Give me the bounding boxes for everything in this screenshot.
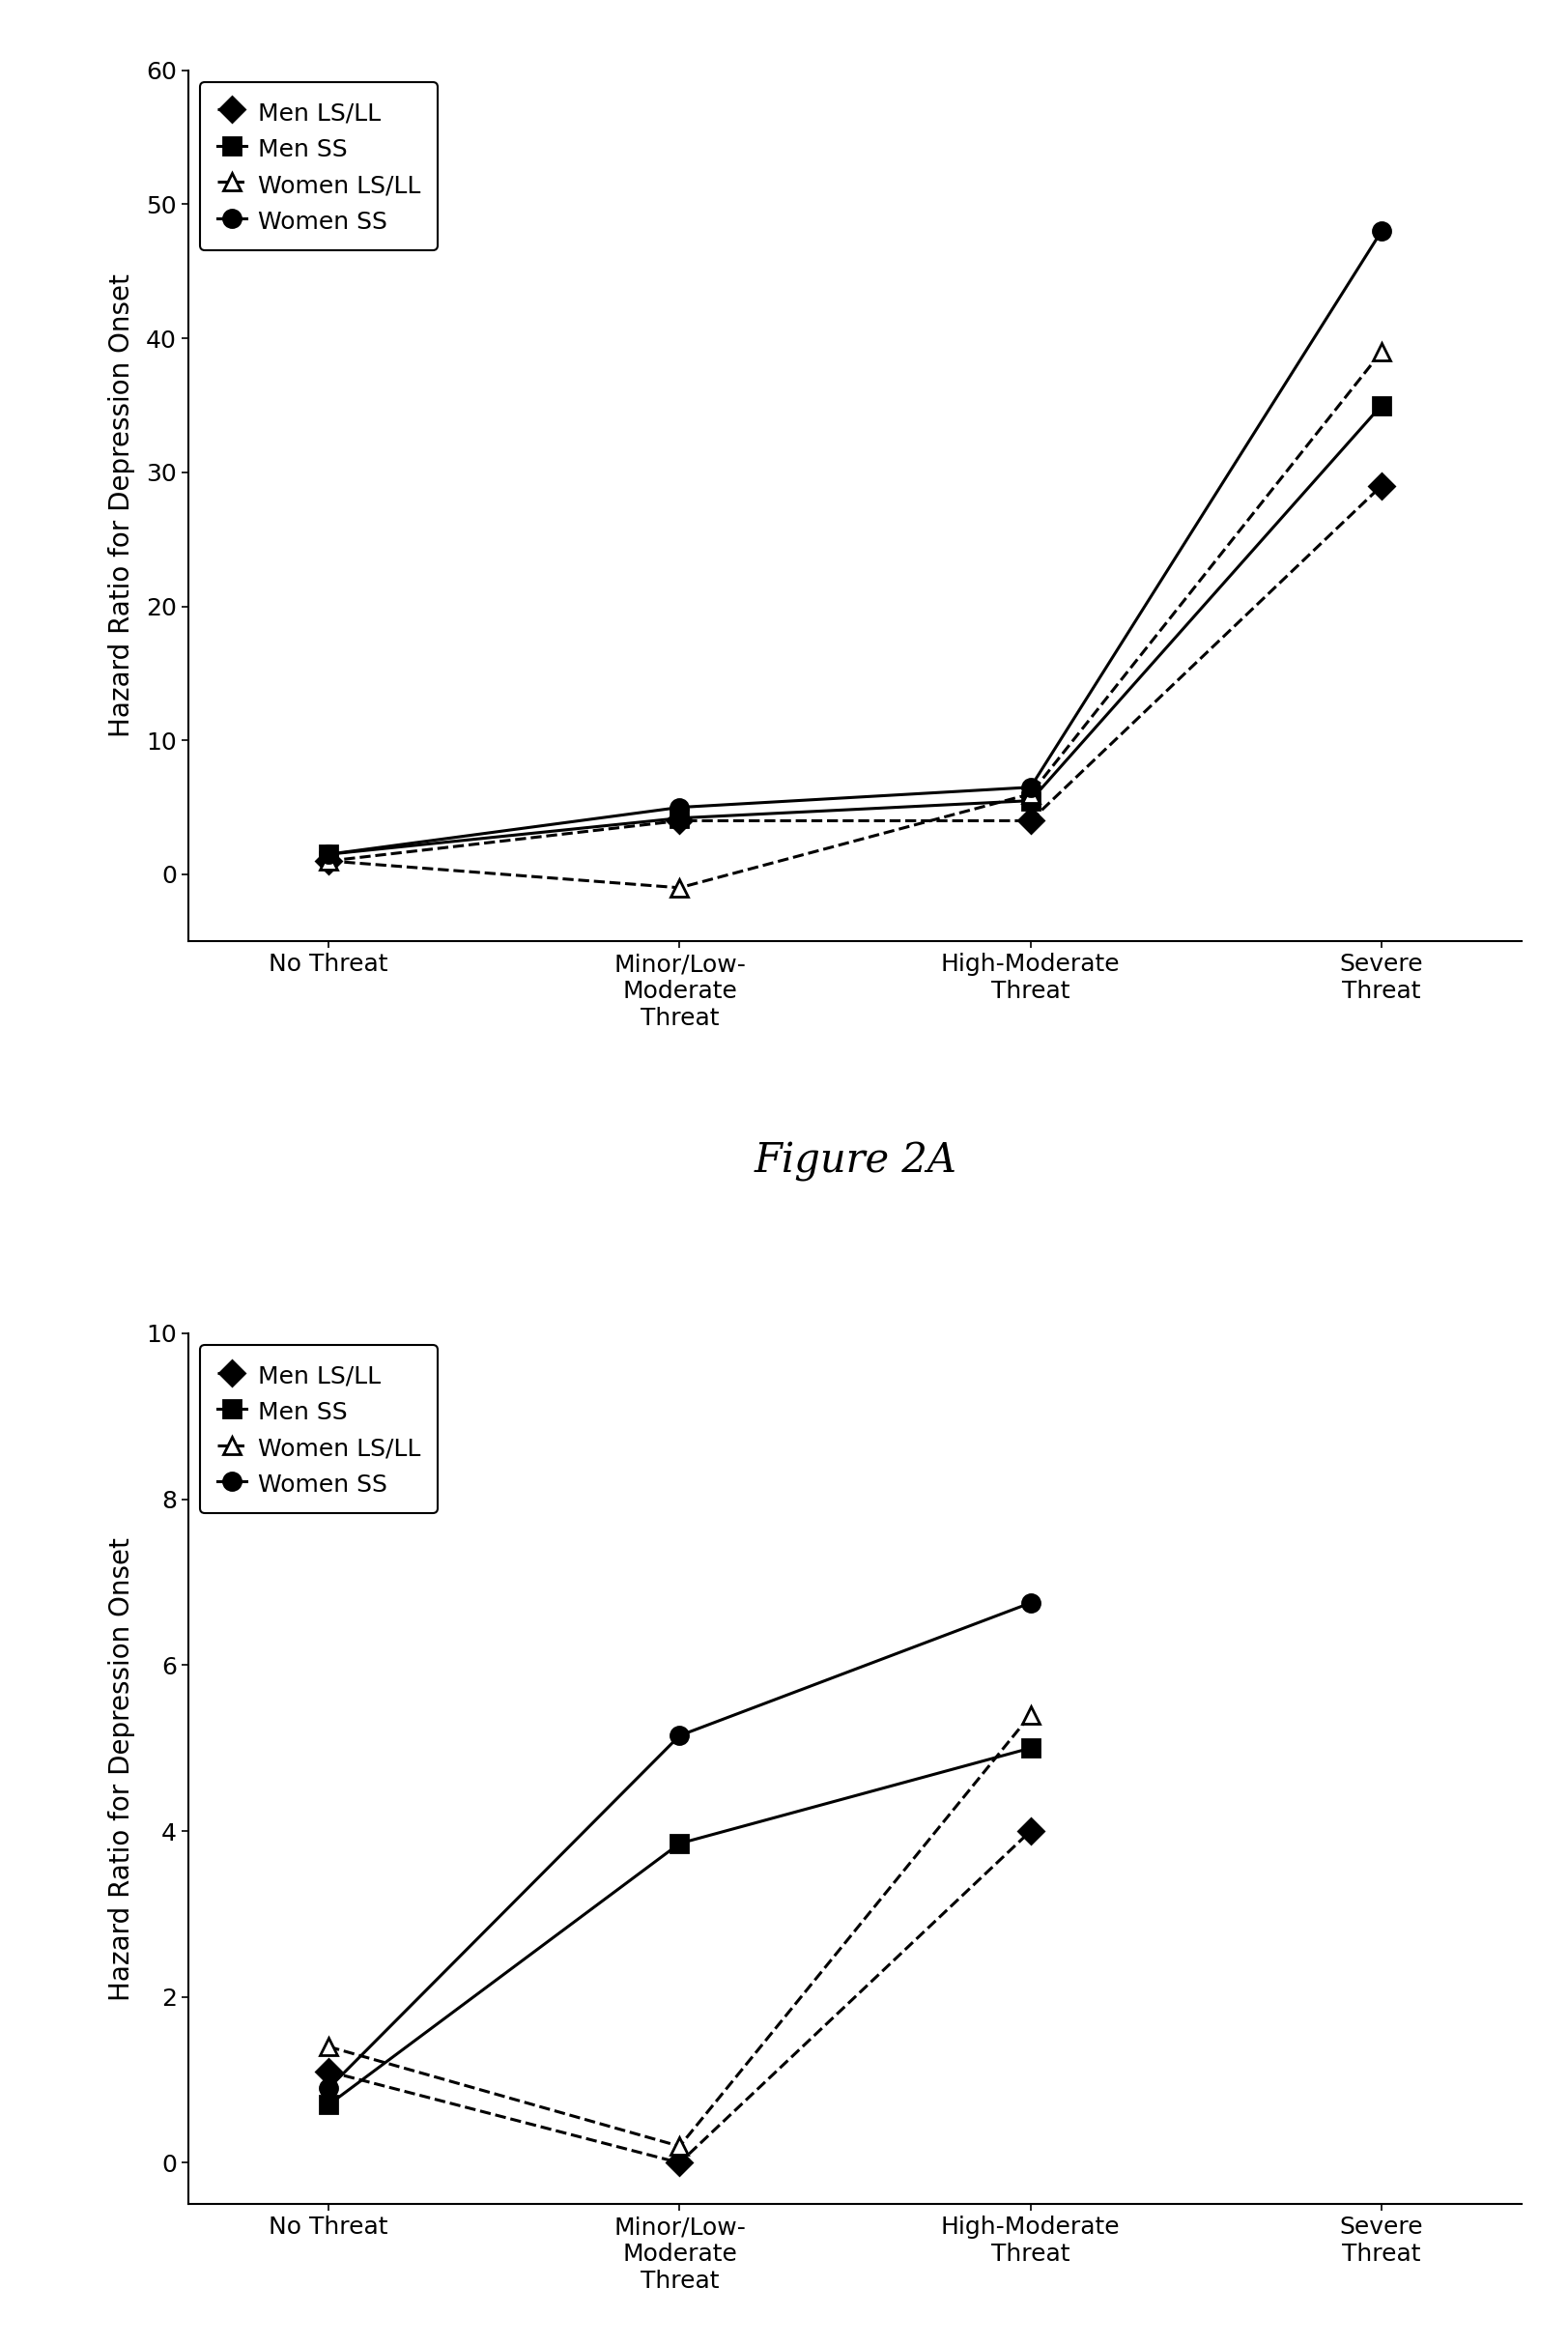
Legend: Men LS/LL, Men SS, Women LS/LL, Women SS: Men LS/LL, Men SS, Women LS/LL, Women SS (201, 1346, 437, 1513)
Men SS (318, 2092, 337, 2120)
Line: Men SS: Men SS (320, 1740, 1038, 2113)
Women LS/LL (318, 847, 337, 875)
Line: Men SS: Men SS (320, 396, 1389, 863)
Men LS/LL (1021, 1817, 1040, 1846)
Women LS/LL (670, 2132, 688, 2160)
Line: Women LS/LL: Women LS/LL (320, 342, 1389, 896)
Line: Men LS/LL: Men LS/LL (320, 476, 1389, 870)
Women SS (318, 2073, 337, 2101)
Men LS/LL (318, 2057, 337, 2085)
Men SS (318, 840, 337, 868)
Line: Women SS: Women SS (320, 223, 1389, 863)
Men LS/LL (1021, 807, 1040, 835)
Line: Women LS/LL: Women LS/LL (320, 1707, 1038, 2155)
Women SS (318, 840, 337, 868)
Y-axis label: Hazard Ratio for Depression Onset: Hazard Ratio for Depression Onset (108, 274, 135, 739)
Men SS (670, 1829, 688, 1857)
Men LS/LL (670, 807, 688, 835)
Men LS/LL (318, 847, 337, 875)
Men SS (670, 804, 688, 832)
Men SS (1372, 392, 1391, 420)
Women LS/LL (1021, 1700, 1040, 1728)
Women SS (670, 793, 688, 821)
Text: Figure 2A: Figure 2A (753, 1140, 956, 1182)
Women LS/LL (670, 875, 688, 903)
Women LS/LL (318, 2033, 337, 2061)
Men LS/LL (1372, 471, 1391, 499)
Women LS/LL (1021, 781, 1040, 809)
Men SS (1021, 786, 1040, 814)
Men SS (1021, 1733, 1040, 1761)
Women LS/LL (1372, 338, 1391, 366)
Men LS/LL (670, 2148, 688, 2176)
Women SS (1021, 1590, 1040, 1618)
Line: Men LS/LL: Men LS/LL (320, 1822, 1038, 2171)
Line: Women SS: Women SS (320, 1595, 1038, 2096)
Women SS (1372, 218, 1391, 246)
Women SS (1021, 774, 1040, 802)
Y-axis label: Hazard Ratio for Depression Onset: Hazard Ratio for Depression Onset (108, 1536, 135, 2000)
Women SS (670, 1721, 688, 1749)
Legend: Men LS/LL, Men SS, Women LS/LL, Women SS: Men LS/LL, Men SS, Women LS/LL, Women SS (201, 82, 437, 251)
